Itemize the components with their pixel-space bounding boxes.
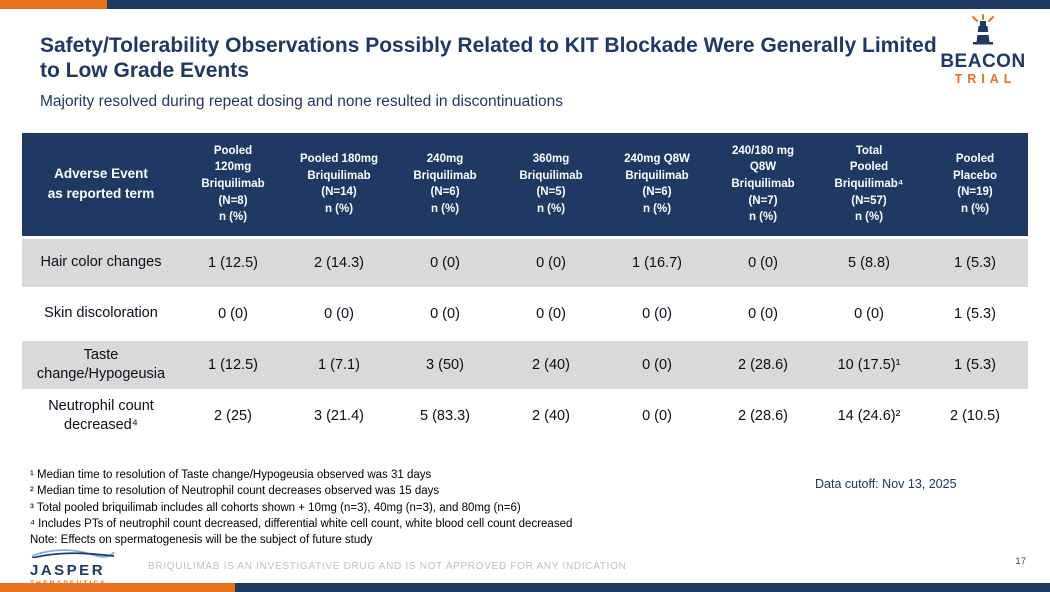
table-cell: 0 (0) [710,286,816,339]
table-cell: 1 (16.7) [604,235,710,288]
table-cell: 1 (5.3) [922,337,1028,390]
row-label: Taste change/Hypogeusia [22,337,180,390]
footer-disclaimer: BRIQUILIMAB IS AN INVESTIGATIVE DRUG AND… [148,561,627,572]
footnote-3: ³ Total pooled briquilimab includes all … [30,501,521,514]
table-cell: 0 (0) [286,286,392,339]
footnote-1: ¹ Median time to resolution of Taste cha… [30,469,432,481]
table-row-hair-color-changes: Hair color changes 1 (12.5) 2 (14.3) 0 (… [22,235,1028,288]
table-header-row: Adverse Event as reported term Pooled 12… [22,133,1028,237]
column-header-pooled-180mg: Pooled 180mg Briquilimab (N=14) n (%) [286,133,392,237]
footnote-note: Note: Effects on spermatogenesis will be… [30,534,373,547]
table-cell: 14 (24.6)² [816,388,922,441]
table-cell: 0 (0) [604,337,710,390]
table-cell: 0 (0) [816,286,922,339]
table-cell: 2 (40) [498,337,604,390]
lighthouse-icon [963,14,1003,50]
top-bar-orange-accent [0,0,107,9]
table-row-neutrophil-count: Neutrophil count decreased⁴ 2 (25) 3 (21… [22,388,1028,441]
table-cell: 3 (21.4) [286,388,392,441]
table-row-taste-change: Taste change/Hypogeusia 1 (12.5) 1 (7.1)… [22,337,1028,390]
column-header-240mg-q8w: 240mg Q8W Briquilimab (N=6) n (%) [604,133,710,237]
table-cell: 0 (0) [710,235,816,288]
row-label: Hair color changes [22,235,180,288]
column-header-360mg: 360mg Briquilimab (N=5) n (%) [498,133,604,237]
table-cell: 0 (0) [604,286,710,339]
slide-subtitle: Majority resolved during repeat dosing a… [40,93,564,110]
table-cell: 0 (0) [498,235,604,288]
table-cell: 3 (50) [392,337,498,390]
table-cell: 2 (40) [498,388,604,441]
adverse-events-table: Adverse Event as reported term Pooled 12… [22,133,1028,441]
table-cell: 0 (0) [392,235,498,288]
bottom-bar-orange-accent [0,583,235,592]
table-cell: 1 (7.1) [286,337,392,390]
column-header-pooled-placebo: Pooled Placebo (N=19) n (%) [922,133,1028,237]
row-label: Skin discoloration [22,286,180,339]
table-cell: 2 (10.5) [922,388,1028,441]
table-cell: 1 (5.3) [922,286,1028,339]
table-cell: 1 (12.5) [180,337,286,390]
footnote-4: ⁴ Includes PTs of neutrophil count decre… [30,517,573,530]
table-cell: 2 (28.6) [710,388,816,441]
table-cell: 1 (5.3) [922,235,1028,288]
beacon-logo-subtext: TRIAL [954,72,1017,86]
column-header-240-180mg-q8w: 240/180 mg Q8W Briquilimab (N=7) n (%) [710,133,816,237]
table-row-skin-discoloration: Skin discoloration 0 (0) 0 (0) 0 (0) 0 (… [22,286,1028,339]
table-cell: 0 (0) [498,286,604,339]
top-bar [0,0,1050,9]
beacon-trial-logo: BEACON TRIAL [928,14,1038,86]
table-cell: 10 (17.5)¹ [816,337,922,390]
data-cutoff-label: Data cutoff: Nov 13, 2025 [815,477,957,491]
footnote-2: ² Median time to resolution of Neutrophi… [30,485,440,498]
slide-title: Safety/Tolerability Observations Possibl… [40,34,937,83]
table-cell: 0 (0) [604,388,710,441]
table-cell: 0 (0) [392,286,498,339]
table-cell: 5 (83.3) [392,388,498,441]
beacon-logo-text: BEACON [940,51,1026,72]
column-header-adverse-event: Adverse Event as reported term [22,133,180,237]
row-label: Neutrophil count decreased⁴ [22,388,180,441]
jasper-logo-text: JASPER [30,562,106,579]
table-cell: 1 (12.5) [180,235,286,288]
table-cell: 2 (25) [180,388,286,441]
table-cell: 2 (14.3) [286,235,392,288]
column-header-total-pooled: Total Pooled Briquilimab⁴ (N=57) n (%) [816,133,922,237]
table-cell: 2 (28.6) [710,337,816,390]
table-cell: 5 (8.8) [816,235,922,288]
jasper-therapeutics-logo: JASPER THERAPEUTICS [30,545,130,587]
page-number: 17 [1015,556,1026,567]
table-cell: 0 (0) [180,286,286,339]
column-header-pooled-120mg: Pooled 120mg Briquilimab (N=8) n (%) [180,133,286,237]
jasper-wave-icon [30,545,116,562]
footnotes: ¹ Median time to resolution of Taste cha… [30,467,572,549]
bottom-bar [0,583,1050,592]
column-header-240mg: 240mg Briquilimab (N=6) n (%) [392,133,498,237]
